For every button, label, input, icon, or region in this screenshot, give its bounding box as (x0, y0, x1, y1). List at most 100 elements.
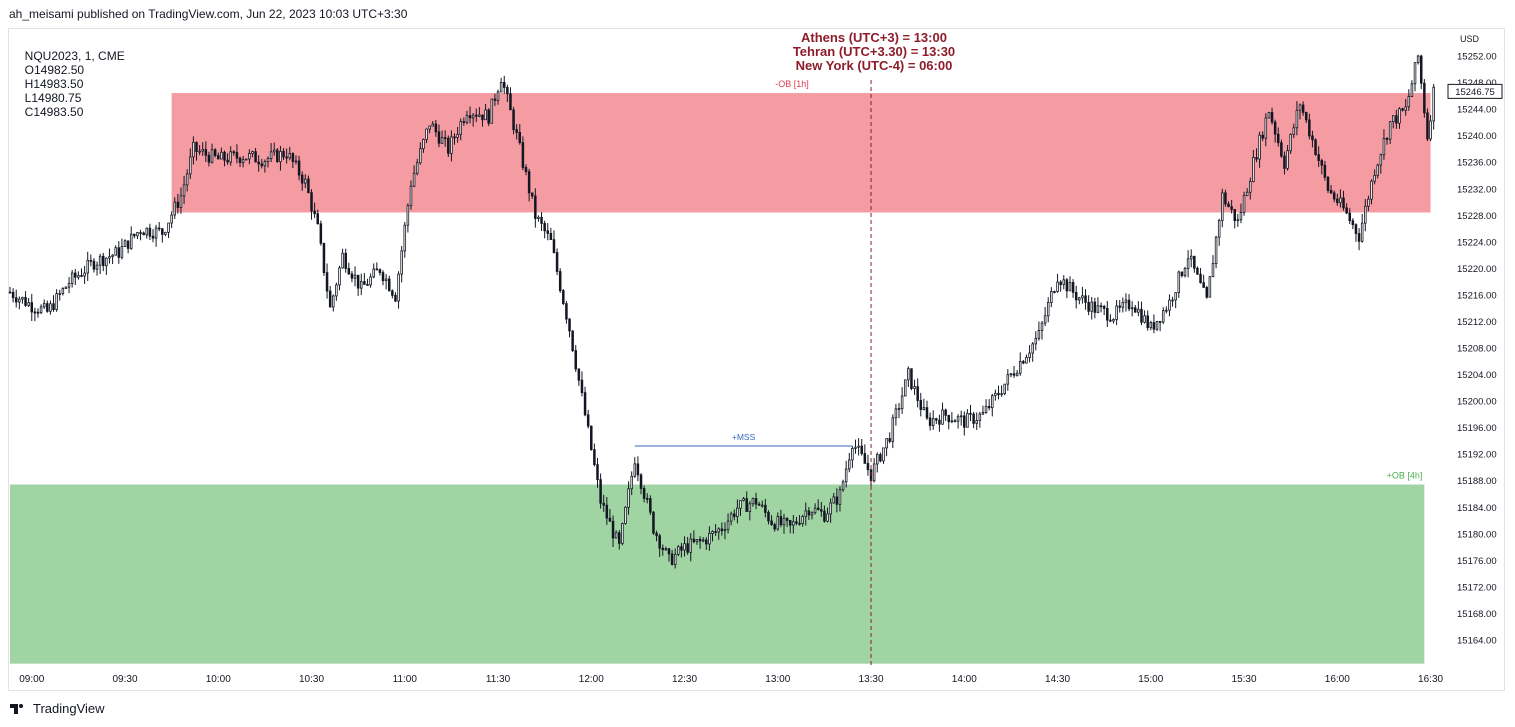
candle-body (950, 420, 954, 423)
candle-body (67, 283, 71, 288)
candle-body (1416, 55, 1420, 64)
candle-body (300, 174, 304, 184)
candle-body (226, 159, 229, 163)
candle-body (1124, 299, 1128, 303)
candle-body (1423, 82, 1426, 114)
candle-body (571, 330, 574, 351)
candle-body (767, 512, 770, 522)
candle-body (1339, 197, 1342, 204)
candle-body (664, 548, 668, 551)
y-tick-label: 15208.00 (1457, 344, 1497, 355)
candle-body (680, 546, 683, 551)
candle-body (1059, 281, 1062, 285)
candle-body (1351, 220, 1355, 226)
tradingview-logo-icon (10, 703, 28, 715)
y-tick-label: 15212.00 (1457, 317, 1497, 328)
candle-body (1214, 236, 1218, 265)
candle-body (1025, 357, 1028, 364)
candle-body (798, 522, 801, 525)
candle-body (272, 149, 276, 153)
candle-body (1289, 133, 1292, 152)
candle-body (1034, 337, 1038, 345)
candle-body (394, 294, 397, 302)
candle-body (1056, 281, 1059, 293)
candle-body (1292, 127, 1296, 135)
y-tick-label: 15228.00 (1457, 211, 1497, 222)
time-axis: 09:00 09:30 10:00 10:30 11:00 11:30 12:00 12:30… (19, 674, 1443, 685)
chart-frame[interactable] (8, 28, 1505, 691)
candle-body (733, 513, 736, 517)
candle-body (1249, 181, 1252, 193)
footer-brand-text: TradingView (33, 701, 105, 716)
candle-body (931, 418, 935, 426)
y-tick-label: 15172.00 (1457, 582, 1497, 593)
candle-body (49, 303, 52, 312)
candle-body (614, 532, 618, 539)
candle-body (624, 506, 627, 524)
candle-body (1385, 137, 1389, 140)
y-tick-label: 15176.00 (1457, 556, 1497, 567)
candle-body (903, 379, 907, 397)
candle-body (378, 269, 382, 273)
candle-body (257, 161, 260, 165)
candle-body (736, 507, 739, 517)
candle-body (1084, 295, 1087, 303)
candle-body (1158, 320, 1162, 323)
candle-body (1280, 142, 1283, 157)
candle-body (726, 520, 730, 530)
candle-body (478, 114, 481, 117)
candle-body (1208, 276, 1212, 298)
candle-body (291, 153, 295, 162)
candle-body (360, 281, 363, 289)
candle-body (1189, 255, 1193, 260)
candle-body (941, 409, 944, 425)
candle-body (984, 406, 988, 413)
candle-body (689, 538, 693, 553)
candle-body (192, 141, 195, 158)
candle-body (1177, 271, 1181, 294)
candle-body (425, 128, 428, 140)
candle-body (108, 256, 111, 259)
candle-body (1320, 160, 1324, 166)
candle-body (21, 296, 24, 300)
candle-body (1171, 299, 1174, 302)
candle-body (450, 136, 453, 154)
candle-body (1199, 273, 1202, 284)
candle-body (400, 250, 403, 275)
candle-body (813, 507, 817, 514)
candle-body (18, 298, 21, 303)
candle-body (537, 216, 540, 219)
candle-body (319, 223, 323, 244)
candle-body (223, 151, 226, 161)
legend-close: C14983.50 (24, 105, 84, 119)
candle-body (409, 185, 413, 207)
tz-athens: Athens (UTC+3) = 13:00 (801, 30, 947, 45)
candle-body (502, 81, 506, 88)
candle-body (910, 368, 913, 389)
candle-body (692, 538, 696, 543)
candle-body (835, 496, 839, 505)
candle-body (919, 400, 923, 410)
candle-body (1242, 195, 1246, 213)
candle-body (838, 489, 842, 505)
candle-body (347, 268, 351, 275)
candle-body (807, 510, 811, 516)
candle-body (1221, 192, 1224, 221)
candle-body (1314, 139, 1317, 156)
candle-body (562, 290, 565, 304)
candle-body (1317, 154, 1320, 161)
candle-body (1308, 119, 1311, 137)
candle-body (832, 496, 835, 504)
candle-body (776, 516, 780, 530)
candle-body (714, 531, 717, 533)
candle-body (307, 178, 310, 194)
candle-body (101, 255, 105, 267)
candle-body (375, 268, 379, 271)
candle-body (353, 274, 357, 279)
candle-body (1227, 203, 1230, 208)
candle-body (8, 291, 12, 294)
candle-body (770, 520, 773, 525)
y-tick-label: 15164.00 (1457, 635, 1497, 646)
footer-brand[interactable]: TradingView (10, 701, 105, 716)
